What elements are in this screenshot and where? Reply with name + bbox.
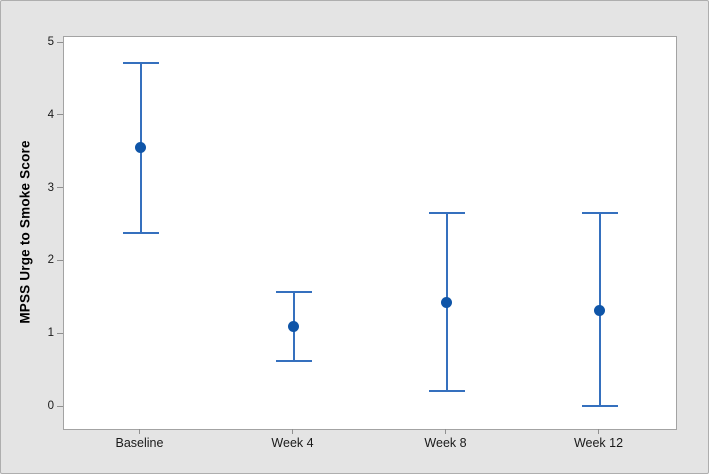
mean-marker-0: [135, 142, 146, 154]
y-tick-label: 3: [47, 181, 54, 194]
interval-lower-cap-2: [428, 389, 465, 392]
y-tick-mark: [57, 187, 63, 189]
x-tick-label-week-12: Week 12: [573, 436, 624, 450]
y-tick-label: 2: [47, 254, 54, 267]
x-tick-label-baseline: Baseline: [115, 436, 164, 450]
y-axis-title: MPSS Urge to Smoke Score: [17, 140, 33, 324]
y-tick-label: 4: [47, 108, 54, 121]
y-tick-mark: [57, 259, 63, 261]
x-tick-mark: [598, 429, 599, 434]
y-tick-label: 1: [47, 327, 54, 340]
y-tick-mark: [57, 114, 63, 116]
y-tick-mark: [57, 332, 63, 334]
plot-area: [63, 36, 677, 430]
x-tick-mark: [445, 429, 446, 434]
y-tick-mark: [57, 405, 63, 407]
y-tick-label: 5: [47, 36, 54, 48]
y-tick-label: 0: [47, 400, 54, 412]
interval-upper-cap-2: [428, 212, 465, 215]
interval-lower-cap-3: [581, 405, 618, 408]
interval-lower-cap-0: [122, 232, 159, 234]
mean-marker-1: [288, 321, 299, 333]
mean-marker-3: [594, 304, 605, 316]
x-tick-mark: [292, 429, 293, 434]
interval-upper-cap-1: [275, 290, 312, 293]
mean-marker-2: [441, 297, 452, 309]
y-tick-mark: [57, 41, 63, 43]
x-tick-label-week-4: Week 4: [271, 436, 314, 450]
interval-lower-cap-1: [275, 360, 312, 363]
x-tick-mark: [139, 429, 140, 434]
x-tick-label-week-8: Week 8: [424, 436, 467, 450]
interval-upper-cap-0: [122, 61, 159, 64]
interval-upper-cap-3: [581, 212, 618, 215]
